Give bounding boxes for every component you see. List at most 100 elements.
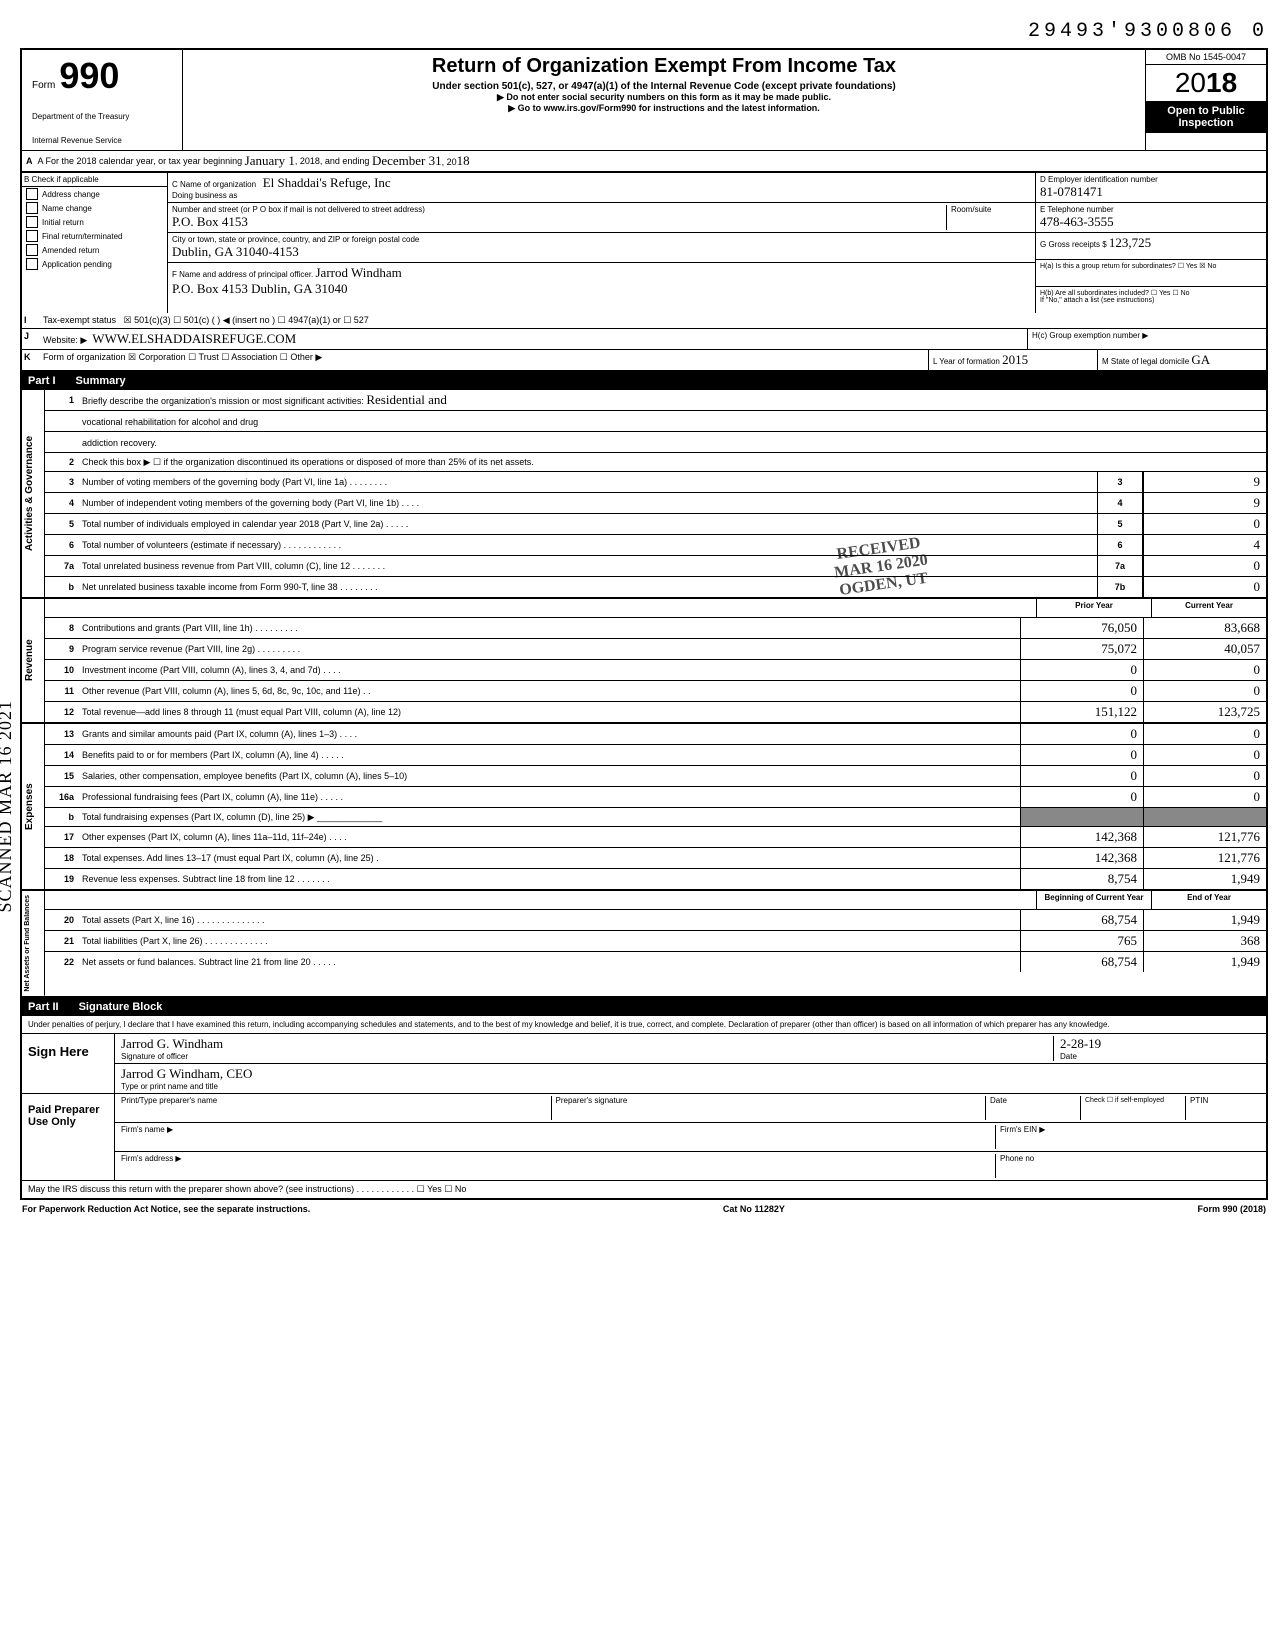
- table-row: 13Grants and similar amounts paid (Part …: [45, 724, 1266, 745]
- group-return-q: H(a) Is this a group return for subordin…: [1036, 260, 1266, 287]
- form-of-org: Form of organization ☒ Corporation ☐ Tru…: [41, 350, 928, 370]
- section-a: A A For the 2018 calendar year, or tax y…: [20, 150, 1268, 171]
- open-public-1: Open to Public: [1148, 105, 1264, 117]
- subordinates-q: H(b) Are all subordinates included? ☐ Ye…: [1040, 289, 1262, 297]
- table-row: 22Net assets or fund balances. Subtract …: [45, 952, 1266, 972]
- checkbox-amended[interactable]: [26, 244, 38, 256]
- table-row: bTotal fundraising expenses (Part IX, co…: [45, 808, 1266, 827]
- checkbox-initial-return[interactable]: [26, 216, 38, 228]
- footer-left: For Paperwork Reduction Act Notice, see …: [22, 1204, 310, 1214]
- table-row: 4Number of independent voting members of…: [45, 493, 1266, 514]
- table-row: 1Briefly describe the organization's mis…: [45, 390, 1266, 411]
- table-row: 12Total revenue—add lines 8 through 11 (…: [45, 702, 1266, 722]
- table-row: 5Total number of individuals employed in…: [45, 514, 1266, 535]
- goto-link: ▶ Go to www.irs.gov/Form990 for instruct…: [193, 103, 1135, 114]
- tax-exempt-label: Tax-exempt status: [43, 315, 116, 325]
- subordinates-note: If "No," attach a list (see instructions…: [1040, 297, 1262, 304]
- dept-irs: Internal Revenue Service: [32, 136, 172, 145]
- form-number: 990: [59, 55, 119, 97]
- omb-number: OMB No 1545-0047: [1146, 50, 1266, 65]
- group-exemption: H(c) Group exemption number ▶: [1027, 329, 1266, 349]
- street-value: P.O. Box 4153: [172, 214, 946, 230]
- preparer-date-label: Date: [985, 1096, 1080, 1120]
- table-row: 11Other revenue (Part VIII, column (A), …: [45, 681, 1266, 702]
- receipts-value: 123,725: [1109, 235, 1151, 250]
- column-d: D Employer identification number 81-0781…: [1036, 173, 1266, 313]
- state-domicile-value: GA: [1191, 352, 1210, 367]
- table-row: bNet unrelated business taxable income f…: [45, 577, 1266, 597]
- signature-section: Under penalties of perjury, I declare th…: [20, 1016, 1268, 1200]
- form-subtitle: Under section 501(c), 527, or 4947(a)(1)…: [193, 81, 1135, 92]
- label-name-change: Name change: [42, 204, 92, 213]
- section-a-mid: , 2018, and ending: [295, 156, 370, 166]
- firm-name-label: Firm's name ▶: [121, 1125, 995, 1149]
- officer-signature: Jarrod G. Windham: [121, 1036, 1053, 1052]
- org-name-label: C Name of organization: [172, 180, 256, 189]
- table-row: 15Salaries, other compensation, employee…: [45, 766, 1266, 787]
- preparer-label: Paid Preparer Use Only: [22, 1094, 115, 1180]
- expenses-label: Expenses: [22, 724, 45, 889]
- checkbox-address-change[interactable]: [26, 188, 38, 200]
- phone-label: E Telephone number: [1040, 205, 1262, 214]
- website-value: WWW.ELSHADDAISREFUGE.COM: [92, 331, 296, 346]
- table-row: 10Investment income (Part VIII, column (…: [45, 660, 1266, 681]
- label-address-change: Address change: [42, 190, 100, 199]
- table-row: vocational rehabilitation for alcohol an…: [45, 411, 1266, 432]
- checkbox-pending[interactable]: [26, 258, 38, 270]
- label-final-return: Final return/terminated: [42, 232, 122, 241]
- dept-treasury: Department of the Treasury: [32, 112, 172, 121]
- table-row: 6Total number of volunteers (estimate if…: [45, 535, 1266, 556]
- firm-ein-label: Firm's EIN ▶: [995, 1125, 1260, 1149]
- table-row: 20Total assets (Part X, line 16) . . . .…: [45, 910, 1266, 931]
- city-value: Dublin, GA 31040-4153: [172, 244, 1031, 260]
- ssn-warning: ▶ Do not enter social security numbers o…: [193, 92, 1135, 103]
- label-amended: Amended return: [42, 246, 99, 255]
- tax-exempt-options: ☒ 501(c)(3) ☐ 501(c) ( ) ◀ (insert no ) …: [124, 315, 369, 325]
- receipts-label: G Gross receipts $: [1040, 240, 1107, 249]
- table-row: 18Total expenses. Add lines 13–17 (must …: [45, 848, 1266, 869]
- officer-label: F Name and address of principal officer.: [172, 270, 313, 279]
- form-header: Form 990 Department of the Treasury Inte…: [20, 48, 1268, 150]
- page-footer: For Paperwork Reduction Act Notice, see …: [20, 1200, 1268, 1218]
- section-a-prefix: A For the 2018 calendar year, or tax yea…: [38, 156, 243, 166]
- table-row: 16aProfessional fundraising fees (Part I…: [45, 787, 1266, 808]
- label-initial-return: Initial return: [42, 218, 84, 227]
- phone-value: 478-463-3555: [1040, 214, 1262, 230]
- row-j: J Website: ▶ WWW.ELSHADDAISREFUGE.COM H(…: [20, 329, 1268, 350]
- row-j-label: J: [22, 329, 41, 349]
- row-k-label: K: [22, 350, 41, 370]
- governance-table: Activities & Governance 1Briefly describ…: [20, 390, 1268, 599]
- governance-label: Activities & Governance: [22, 390, 45, 597]
- tax-year: 2018: [1146, 65, 1266, 101]
- tax-year-begin: January 1: [245, 153, 295, 169]
- officer-address: P.O. Box 4153 Dublin, GA 31040: [172, 281, 1031, 297]
- room-label: Room/suite: [946, 205, 1031, 230]
- city-label: City or town, state or province, country…: [172, 235, 1031, 244]
- preparer-name-label: Print/Type preparer's name: [121, 1096, 551, 1120]
- discuss-question: May the IRS discuss this return with the…: [22, 1180, 1266, 1198]
- checkbox-name-change[interactable]: [26, 202, 38, 214]
- column-b: B Check if applicable Address change Nam…: [22, 173, 168, 313]
- col-b-header: B Check if applicable: [22, 173, 167, 187]
- section-a-yr: , 2018: [442, 153, 470, 169]
- footer-cat: Cat No 11282Y: [723, 1204, 785, 1214]
- table-row: 14Benefits paid to or for members (Part …: [45, 745, 1266, 766]
- label-pending: Application pending: [42, 260, 112, 269]
- officer-name: Jarrod Windham: [316, 265, 402, 280]
- table-row: 2Check this box ▶ ☐ if the organization …: [45, 453, 1266, 472]
- sign-date: 2-28-19: [1060, 1036, 1260, 1052]
- date-label: Date: [1060, 1052, 1260, 1061]
- header-grid: B Check if applicable Address change Nam…: [20, 171, 1268, 313]
- footer-form: Form 990 (2018): [1197, 1204, 1266, 1214]
- checkbox-final-return[interactable]: [26, 230, 38, 242]
- scanned-stamp: SCANNED MAR 16 2021: [0, 700, 16, 913]
- part-2-title: Signature Block: [79, 1001, 163, 1013]
- year-formation-label: L Year of formation: [933, 357, 1000, 366]
- firm-addr-label: Firm's address ▶: [121, 1154, 995, 1178]
- expenses-table: Expenses 13Grants and similar amounts pa…: [20, 724, 1268, 891]
- perjury-text: Under penalties of perjury, I declare th…: [22, 1016, 1266, 1034]
- state-domicile-label: M State of legal domicile: [1102, 357, 1189, 366]
- netassets-table: Net Assets or Fund Balances Beginning of…: [20, 891, 1268, 998]
- org-name: El Shaddai's Refuge, Inc: [263, 175, 391, 190]
- part-1-label: Part I: [28, 375, 56, 387]
